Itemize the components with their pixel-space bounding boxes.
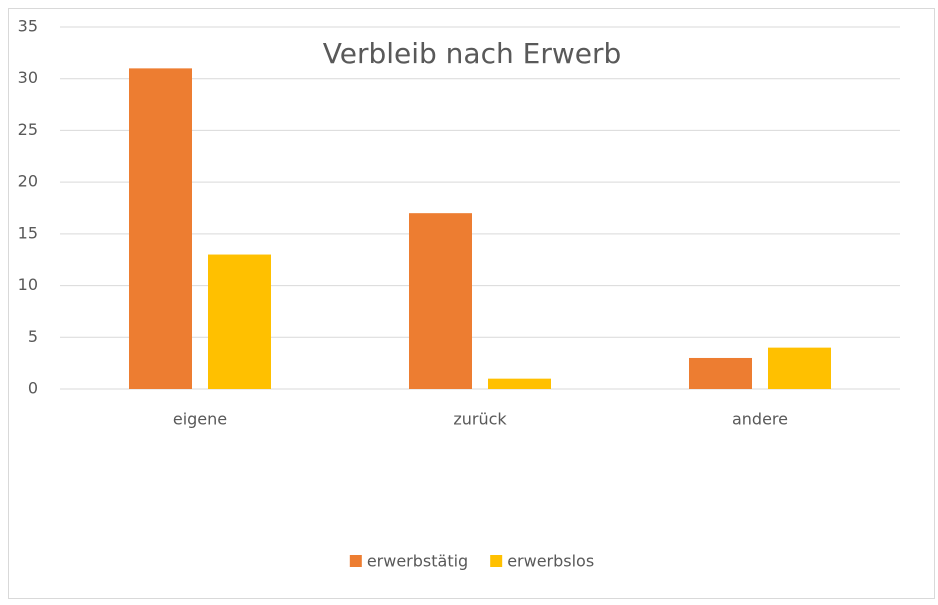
bar [208, 254, 271, 389]
legend-label: erwerbslos [507, 552, 594, 571]
chart-title: Verbleib nach Erwerb [323, 37, 622, 70]
bar [409, 213, 472, 389]
y-tick-label: 0 [28, 379, 38, 398]
y-tick-label: 20 [18, 172, 38, 191]
legend-swatch [490, 555, 503, 567]
y-tick-label: 30 [18, 68, 38, 87]
bar [129, 68, 192, 389]
x-tick-label: andere [732, 410, 788, 429]
y-tick-label: 35 [18, 17, 38, 36]
x-tick-label: zurück [453, 410, 507, 429]
bar [768, 347, 831, 389]
bar [488, 378, 551, 389]
legend-label: erwerbstätig [367, 552, 468, 571]
y-tick-label: 10 [18, 275, 38, 294]
legend-swatch [349, 555, 362, 567]
y-tick-label: 25 [18, 120, 38, 139]
bar [689, 357, 752, 389]
x-tick-label: eigene [173, 410, 227, 429]
y-tick-label: 15 [18, 223, 38, 242]
y-tick-label: 5 [28, 327, 38, 346]
